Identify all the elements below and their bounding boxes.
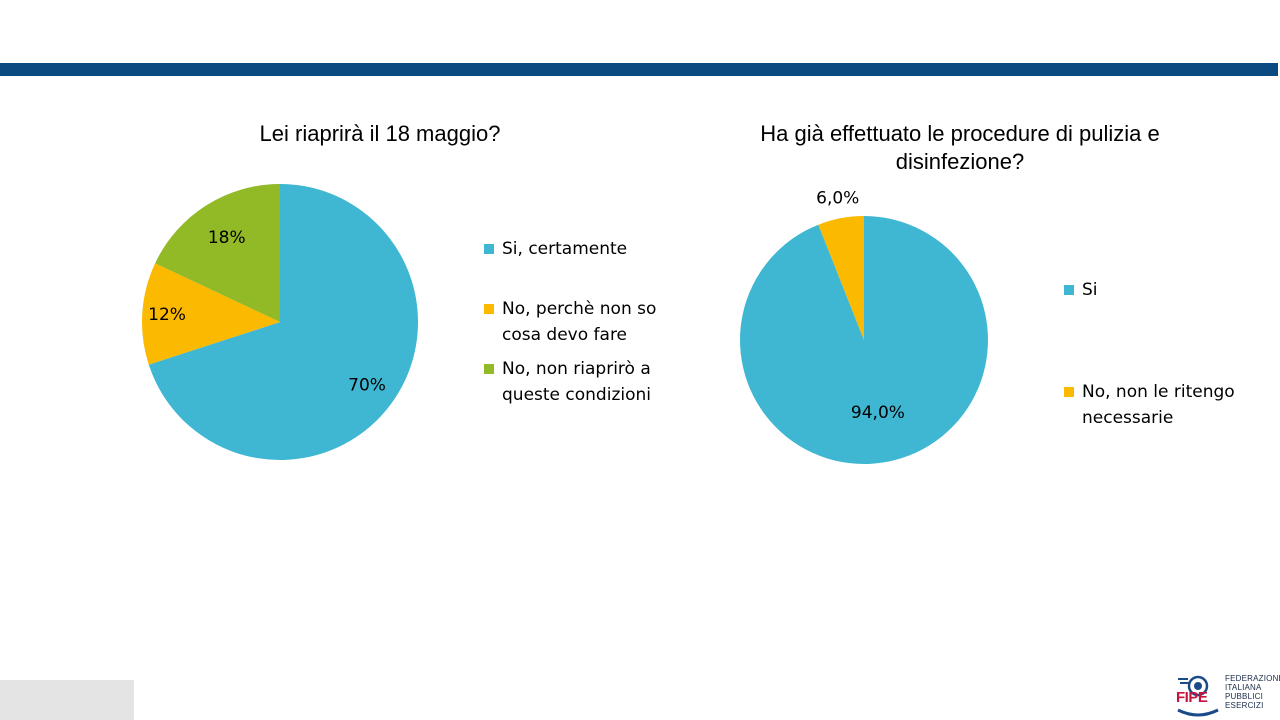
chart-title-cleaning: Ha già effettuato le procedure di pulizi… (760, 121, 1160, 174)
pie-data-label: 70% (348, 375, 386, 395)
fipe-emblem-icon (1177, 675, 1219, 717)
legend-item-no-non-necessarie: No, non le ritengo necessarie (1064, 379, 1264, 431)
chart-title-reopen: Lei riaprirà il 18 maggio? (259, 121, 501, 146)
pie-data-label: 18% (208, 228, 246, 248)
header-bar (0, 63, 1278, 76)
legend-label: No, non riaprirò a queste condizioni (502, 359, 651, 405)
fipe-logo: FIPE FEDERAZIONE ITALIANA PUBBLICI ESERC… (1172, 670, 1280, 720)
legend-label: No, non le ritengo necessarie (1082, 382, 1235, 428)
logo-text: FEDERAZIONE ITALIANA PUBBLICI ESERCIZI (1225, 674, 1280, 710)
pie-data-label: 94,0% (851, 403, 905, 423)
legend-item-no-non-so: No, perchè non so cosa devo fare (484, 296, 684, 348)
pie-data-label: 12% (148, 305, 186, 325)
legend-swatch (484, 304, 494, 314)
legend-swatch (1064, 387, 1074, 397)
pie-chart-reopen: 70% 12% 18% (142, 184, 418, 460)
legend-swatch (1064, 285, 1074, 295)
pie-chart-cleaning: 94,0% 6,0% (740, 188, 988, 465)
legend-label: Si (1082, 280, 1098, 300)
legend-swatch (484, 364, 494, 374)
logo-word: FIPE (1176, 689, 1208, 706)
pie-slice (142, 263, 280, 365)
legend-item-si: Si (1064, 277, 1264, 303)
legend-item-si-certamente: Si, certamente (484, 236, 684, 262)
legend-label: No, perchè non so cosa devo fare (502, 299, 657, 345)
footer-placeholder (0, 680, 134, 720)
pie-data-label: 6,0% (816, 188, 859, 208)
pie-slice (148, 184, 418, 460)
legend-item-no-non-riapriro: No, non riaprirò a queste condizioni (484, 356, 684, 408)
pie-slice (740, 216, 988, 465)
pie-slice (818, 216, 864, 340)
legend-label: Si, certamente (502, 239, 628, 259)
pie-slice (155, 184, 280, 322)
legend-swatch (484, 244, 494, 254)
